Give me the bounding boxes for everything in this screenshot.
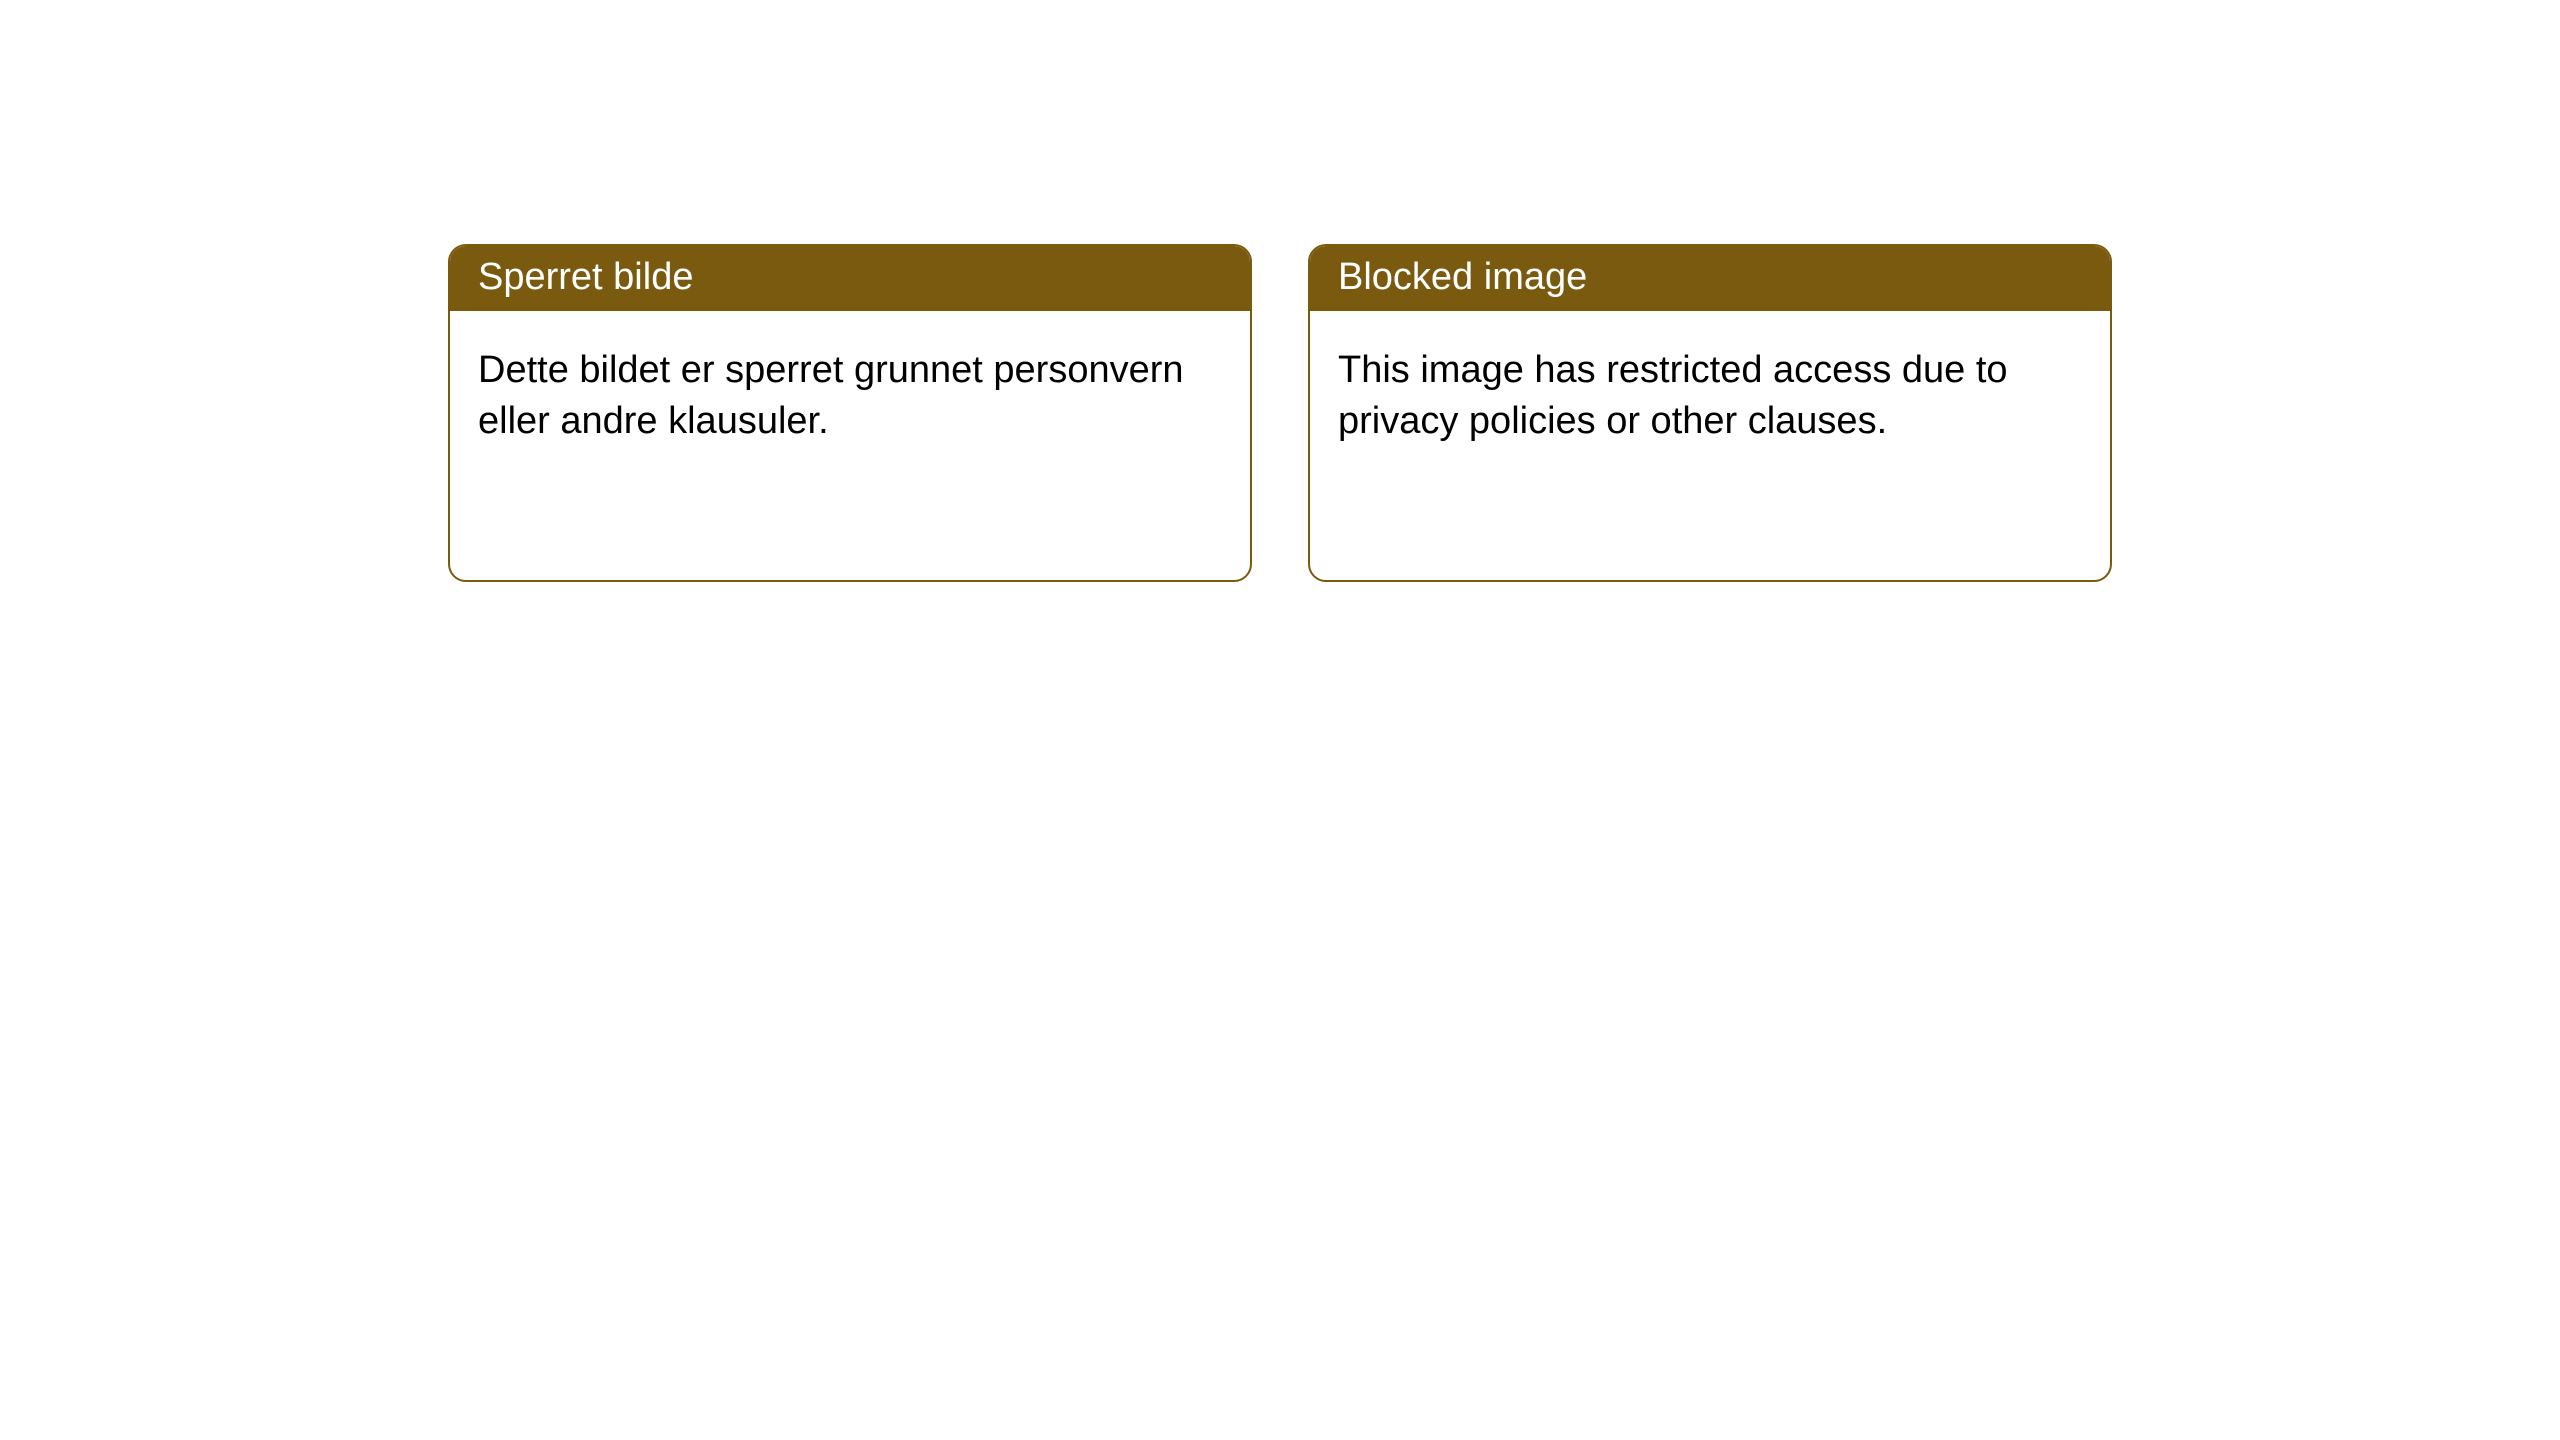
notice-text: Dette bildet er sperret grunnet personve…	[478, 349, 1184, 442]
notice-title: Sperret bilde	[478, 256, 693, 298]
notice-header: Blocked image	[1310, 246, 2110, 311]
notice-container: Sperret bilde Dette bildet er sperret gr…	[0, 0, 2560, 582]
notice-card-english: Blocked image This image has restricted …	[1308, 244, 2112, 582]
notice-body: Dette bildet er sperret grunnet personve…	[450, 311, 1250, 482]
notice-title: Blocked image	[1338, 256, 1587, 298]
notice-header: Sperret bilde	[450, 246, 1250, 311]
notice-text: This image has restricted access due to …	[1338, 349, 2008, 442]
notice-card-norwegian: Sperret bilde Dette bildet er sperret gr…	[448, 244, 1252, 582]
notice-body: This image has restricted access due to …	[1310, 311, 2110, 482]
